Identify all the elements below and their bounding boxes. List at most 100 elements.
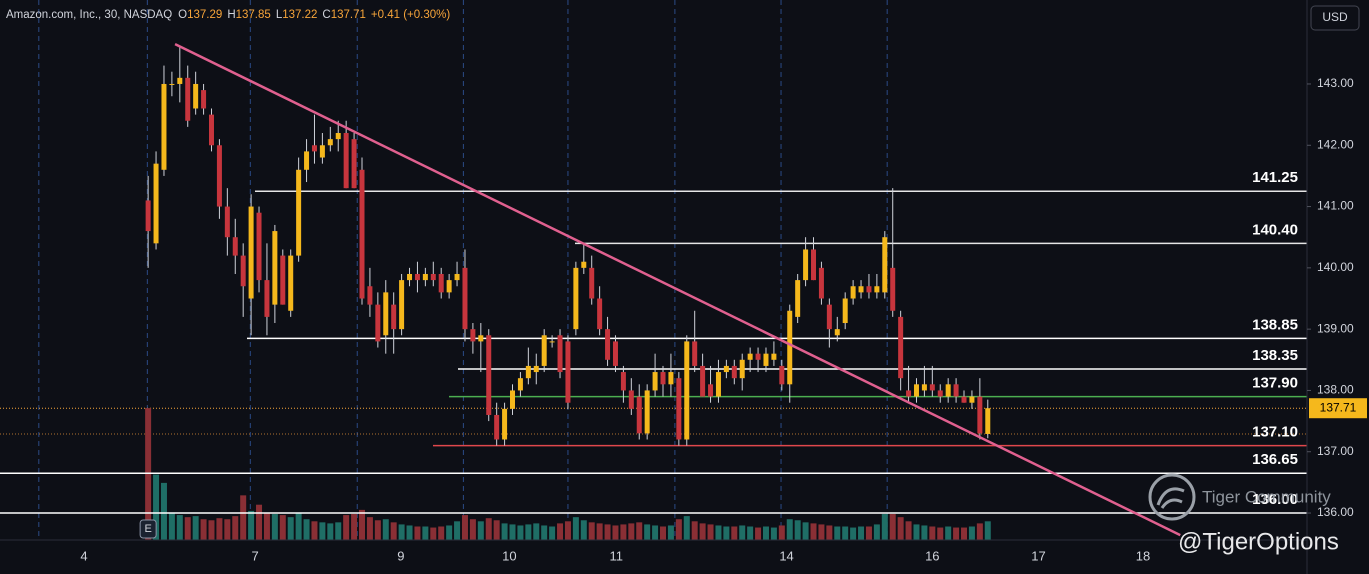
volume-bar [628,523,635,540]
volume-bar [723,526,730,540]
candle-body [153,163,159,244]
candles-layer [145,47,991,446]
volume-bar [438,526,445,540]
volume-bar [240,495,247,540]
volume-bar [889,514,896,540]
candle-body [882,237,888,293]
candle-body [921,384,927,391]
candle-body [549,341,555,343]
candle-body [581,261,587,268]
volume-bar [343,515,350,540]
volume-bar [263,513,270,540]
y-tick-label: 137.00 [1317,444,1354,458]
watermark-logo [1148,473,1196,521]
volume-bar [533,523,540,540]
candle-body [502,408,508,440]
volume-bar [802,522,809,540]
candle-body [208,114,214,146]
volume-bar [715,525,722,540]
candle-body [319,145,325,158]
volume-bar [580,520,587,540]
candle-body [399,280,405,330]
candle-body [612,341,618,366]
volume-bar [311,521,318,540]
volume-bar [303,519,310,540]
volume-bar [192,516,199,540]
candle-body [486,335,492,415]
volume-bar [667,525,674,540]
volume-bar [145,408,152,540]
volume-bar [248,510,255,540]
volume-bar [358,509,365,540]
candle-body [755,353,761,360]
volume-bar [287,517,294,540]
volume-bar [493,520,500,540]
candle-body [874,286,880,293]
volume-bar [691,521,698,540]
watermark-text: Tiger Community [1202,487,1331,506]
x-tick-label: 16 [925,548,939,563]
candle-body [589,267,595,299]
volume-bar [549,526,556,540]
level-label: 136.65 [1252,451,1298,468]
y-tick-label: 142.00 [1317,137,1354,151]
level-label: 141.25 [1252,169,1298,186]
high-value: 137.85 [236,9,271,21]
volume-bar [477,521,484,540]
earnings-marker-label: E [144,523,151,535]
candle-body [169,83,175,85]
candle-body [684,341,690,440]
candle-body [407,273,413,281]
volume-bar [850,527,857,540]
volume-bar [953,527,960,540]
candle-body [628,390,634,409]
candle-body [193,83,199,109]
candle-body [359,169,365,299]
volume-bar [525,524,532,540]
y-tick-label: 136.00 [1317,505,1354,519]
volume-bar [865,526,872,540]
level-label: 138.85 [1252,316,1298,333]
candle-body [668,372,674,385]
currency-box[interactable] [1310,5,1360,31]
candle-body [414,273,420,281]
change-value: +0.41 (+0.30%) [371,9,450,21]
x-tick-label: 4 [80,548,87,563]
candle-body [731,365,737,379]
candle-body [232,237,238,256]
volume-bar [390,522,397,540]
candle-body [803,249,809,281]
candle-body [818,267,824,299]
candle-body [557,335,563,373]
currency-label[interactable]: USD [1322,10,1348,24]
candle-body [660,372,666,385]
volume-bar [731,526,738,540]
volume-bar [755,527,762,540]
y-tick-label: 139.00 [1317,321,1354,335]
candle-body [525,365,531,379]
candle-body [890,267,896,311]
level-label: 136.00 [1252,491,1298,508]
candle-body [145,200,151,232]
volume-bar [921,525,928,540]
candle-body [272,231,278,305]
volume-bar [858,526,865,540]
volume-bar [398,524,405,540]
ohlc-label: C [322,9,330,21]
candle-body [296,169,302,256]
volume-bar [612,525,619,540]
volume-bar [168,513,175,540]
volume-bar [770,527,777,540]
candle-body [652,372,658,391]
candle-body [446,280,452,293]
candle-body [906,390,912,397]
y-tick-label: 143.00 [1317,76,1354,90]
volume-bar [976,523,983,540]
candle-body [304,151,310,170]
candle-body [478,335,484,342]
volume-bar [469,519,476,540]
candle-body [438,273,444,293]
x-tick-label: 17 [1031,548,1045,563]
volume-bar [747,526,754,540]
